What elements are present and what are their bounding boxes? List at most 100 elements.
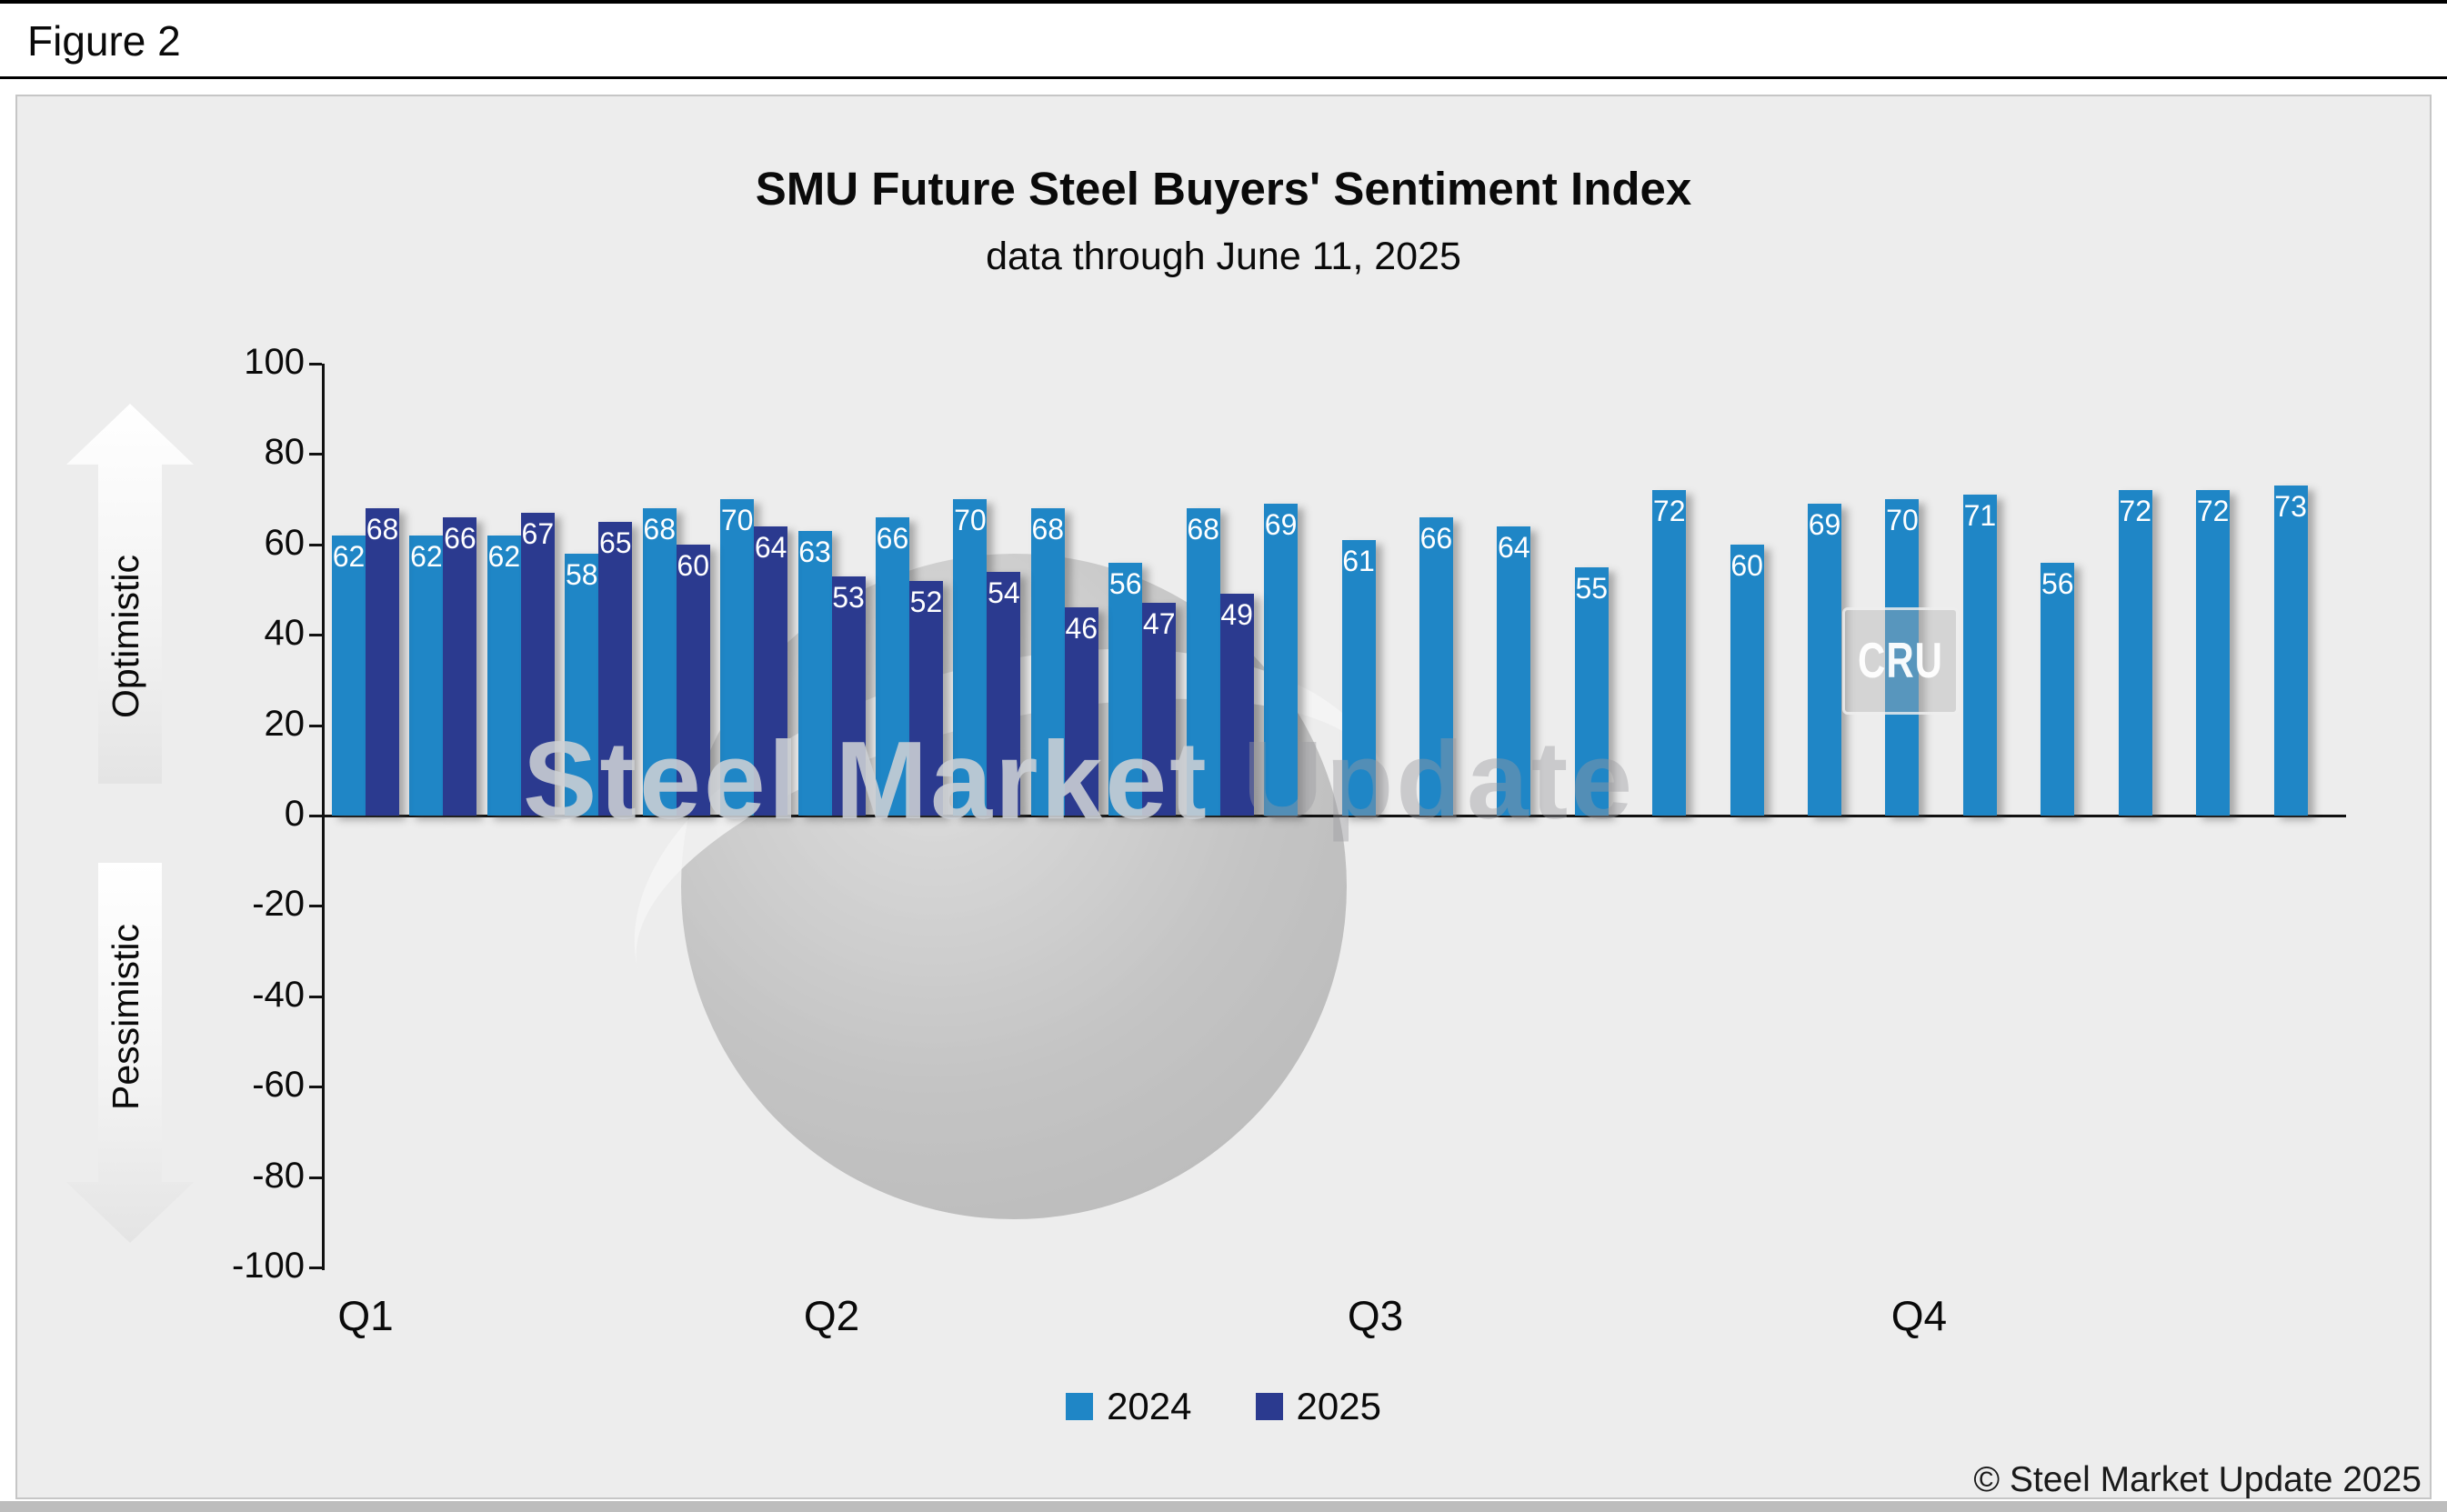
bar-value-label: 64: [754, 530, 787, 564]
y-tick-label: 20: [264, 703, 306, 744]
bar-value-label: 72: [1652, 495, 1686, 528]
legend-entry-2024: 2024: [1066, 1385, 1192, 1428]
bar-value-label: 68: [643, 513, 676, 546]
bar-value-label: 65: [598, 526, 632, 559]
bar-value-label: 54: [988, 576, 1020, 609]
bar-2024: 68: [1030, 508, 1065, 816]
bar-value-label: 66: [1419, 521, 1453, 555]
cru-logo-watermark: CRU: [1842, 607, 1959, 715]
bar-value-label: 53: [832, 580, 865, 614]
legend-swatch-2024: [1066, 1393, 1094, 1420]
y-tick-label: 40: [264, 613, 306, 654]
y-tick-mark: [309, 1176, 322, 1179]
y-tick-label: 60: [264, 522, 306, 563]
bar-value-label: 58: [565, 557, 598, 591]
bar-2024: 56: [2041, 562, 2075, 816]
bar-value-label: 60: [677, 548, 709, 582]
header-divider-line: [0, 76, 2447, 79]
bar-value-label: 47: [1142, 607, 1176, 641]
bar-value-label: 49: [1220, 598, 1253, 632]
bar-2025: 68: [366, 508, 399, 816]
bar-value-label: 66: [876, 521, 909, 555]
y-tick-mark: [309, 543, 322, 546]
y-tick-label: 0: [284, 794, 305, 834]
y-tick-mark: [309, 905, 322, 908]
y-tick-label: -20: [252, 884, 305, 925]
bar-2024: 68: [642, 508, 677, 816]
y-tick-mark: [309, 634, 322, 637]
quarter-label-q2: Q2: [803, 1292, 860, 1339]
bar-2025: 60: [676, 544, 710, 816]
top-border-line: [0, 0, 2447, 4]
bar-2024: 63: [797, 530, 832, 816]
bar-2025: 54: [987, 571, 1021, 816]
bar-value-label: 70: [1886, 504, 1919, 537]
chart-subtitle: data through June 11, 2025: [986, 235, 1461, 278]
bar-2024: 61: [1341, 539, 1376, 816]
bar-2024: 72: [2196, 490, 2231, 816]
y-tick-label: 100: [244, 342, 305, 382]
bar-value-label: 66: [444, 521, 476, 555]
y-tick-mark: [309, 724, 322, 727]
bottom-border-band: [0, 1501, 2447, 1512]
bar-2024: 68: [1186, 508, 1220, 816]
bar-value-label: 68: [1187, 513, 1219, 546]
y-tick-label: -100: [231, 1246, 305, 1286]
bar-2024: 70: [953, 499, 988, 816]
y-tick-label: 80: [264, 432, 306, 473]
bar-2024: 58: [565, 553, 599, 816]
y-tick-label: -40: [252, 974, 305, 1015]
bar-2024: 71: [1962, 495, 1997, 816]
legend: 2024 2025: [0, 1384, 2447, 1429]
bar-value-label: 63: [798, 535, 831, 568]
bar-value-label: 72: [2119, 495, 2152, 528]
bar-2024: 62: [409, 535, 444, 816]
bar-2024: 73: [2273, 486, 2308, 816]
y-tick-mark: [309, 363, 322, 365]
bar-value-label: 69: [1264, 508, 1298, 542]
quarter-label-q3: Q3: [1347, 1292, 1404, 1339]
bar-2025: 67: [520, 513, 555, 816]
bar-2025: 64: [754, 526, 788, 816]
bar-2025: 53: [831, 576, 866, 816]
figure-header: Figure 2: [0, 4, 2447, 76]
bar-value-label: 55: [1575, 571, 1609, 605]
bar-2024: 69: [1808, 504, 1842, 816]
bar-value-label: 70: [720, 504, 754, 537]
bar-2024: 69: [1264, 504, 1299, 816]
bar-value-label: 68: [1031, 513, 1065, 546]
bar-value-label: 64: [1498, 530, 1530, 564]
bar-value-label: 68: [366, 513, 399, 546]
y-tick-label: -60: [252, 1065, 305, 1106]
y-tick-mark: [309, 995, 322, 998]
bar-2025: 49: [1219, 594, 1254, 816]
bar-2024: 62: [332, 535, 366, 816]
y-tick-mark: [309, 815, 322, 817]
bar-value-label: 56: [1108, 566, 1142, 600]
bar-value-label: 67: [521, 517, 555, 550]
quarter-label-q1: Q1: [337, 1292, 394, 1339]
legend-label-2025: 2025: [1296, 1385, 1381, 1427]
cru-logo-text: CRU: [1858, 632, 1943, 688]
bar-value-label: 60: [1730, 548, 1763, 582]
bar-2024: 64: [1497, 526, 1531, 816]
y-tick-label: -80: [252, 1155, 305, 1196]
bar-value-label: 52: [909, 585, 943, 618]
bar-2024: 62: [486, 535, 521, 816]
bar-2024: 72: [1652, 490, 1687, 816]
bar-value-label: 62: [410, 539, 443, 573]
bar-2024: 60: [1730, 544, 1764, 816]
bar-2024: 66: [875, 516, 909, 816]
bar-2024: 55: [1574, 566, 1609, 816]
legend-swatch-2025: [1255, 1393, 1283, 1420]
bar-2024: 70: [1885, 499, 1920, 816]
bar-value-label: 70: [954, 504, 987, 537]
bar-value-label: 61: [1342, 544, 1375, 577]
bar-2025: 47: [1142, 603, 1177, 816]
bar-2025: 66: [443, 516, 477, 816]
y-tick-mark: [309, 1267, 322, 1269]
bar-2024: 66: [1419, 516, 1453, 816]
bar-value-label: 73: [2274, 490, 2307, 524]
bar-2025: 46: [1064, 607, 1098, 816]
figure-label: Figure 2: [27, 17, 181, 65]
